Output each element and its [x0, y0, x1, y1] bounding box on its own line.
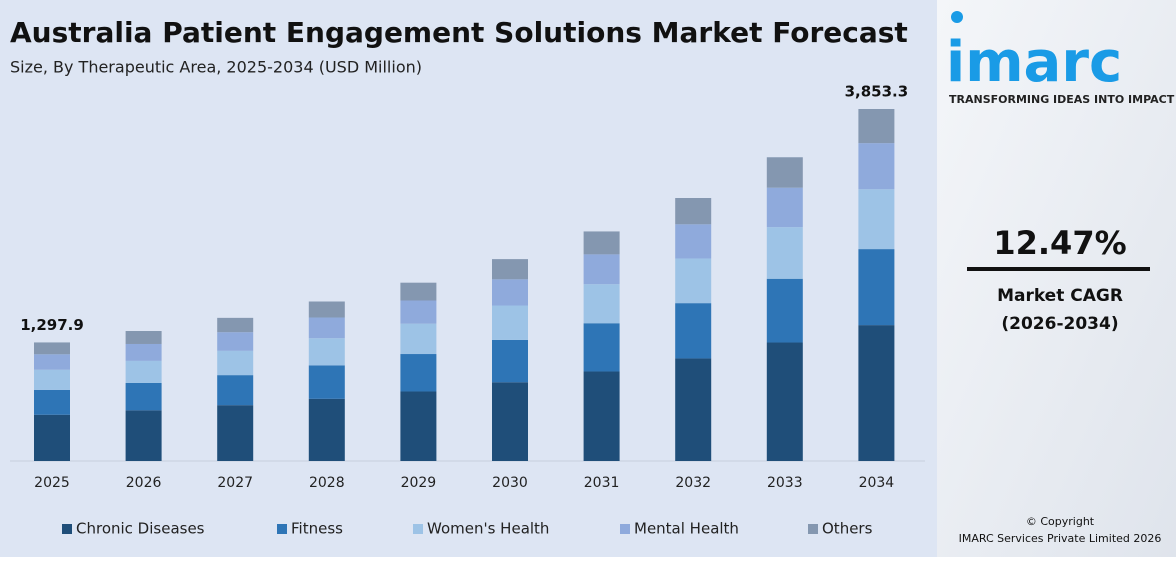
x-tick-label: 2028: [309, 475, 345, 491]
legend-label: Others: [822, 520, 873, 538]
bar-segment: [125, 382, 162, 411]
sidebar-background: [937, 0, 1176, 557]
bar-segment: [308, 301, 345, 318]
bar-segment: [858, 143, 895, 190]
legend-swatch: [277, 524, 287, 534]
bar-segment: [583, 231, 620, 255]
bar-segment: [858, 325, 895, 461]
legend-label: Fitness: [291, 520, 343, 538]
x-tick-label: 2025: [34, 475, 70, 491]
bar-segment: [583, 371, 620, 461]
total-label: 1,297.9: [20, 316, 84, 334]
bar-segment: [492, 305, 528, 340]
legend-label: Women's Health: [427, 520, 549, 538]
bar-segment: [400, 300, 437, 324]
logo-dot: [951, 11, 963, 23]
legend-swatch: [62, 524, 72, 534]
chart-subtitle: Size, By Therapeutic Area, 2025-2034 (US…: [10, 58, 422, 77]
legend-swatch: [413, 524, 423, 534]
x-tick-label: 2033: [767, 475, 803, 491]
company: IMARC Services Private Limited 2026: [959, 532, 1162, 545]
bar-segment: [675, 303, 712, 359]
cagr-label: Market CAGR: [997, 286, 1123, 306]
bar-segment: [492, 259, 528, 280]
bar-segment: [858, 189, 895, 250]
bar-segment: [675, 198, 712, 225]
bar-segment: [400, 323, 437, 355]
legend-swatch: [620, 524, 630, 534]
total-label: 3,853.3: [845, 83, 909, 101]
bar-segment: [34, 342, 70, 355]
bar-segment: [217, 317, 254, 333]
cagr-divider: [967, 267, 1150, 271]
bar-segment: [217, 350, 254, 376]
bar-segment: [492, 279, 528, 306]
chart-title: Australia Patient Engagement Solutions M…: [10, 16, 908, 49]
bar-segment: [125, 360, 162, 383]
bar-segment: [308, 338, 345, 366]
bar-segment: [583, 254, 620, 285]
bar-segment: [34, 369, 70, 390]
bar-segment: [766, 157, 803, 188]
x-tick-label: 2032: [675, 475, 711, 491]
bar-segment: [583, 284, 620, 324]
x-tick-label: 2031: [584, 475, 620, 491]
bar-segment: [766, 342, 803, 461]
bar-segment: [125, 343, 162, 361]
bar-segment: [400, 391, 437, 461]
cagr-period: (2026-2034): [1001, 314, 1118, 334]
bar-segment: [400, 354, 437, 392]
legend-label: Chronic Diseases: [76, 520, 205, 538]
bar-segment: [583, 323, 620, 372]
bar-segment: [675, 224, 712, 259]
bar-segment: [34, 414, 70, 461]
bar-segment: [858, 249, 895, 326]
bar-segment: [308, 398, 345, 461]
bar-segment: [125, 331, 162, 344]
bar-segment: [217, 405, 254, 461]
bar-segment: [766, 227, 803, 279]
bar-segment: [675, 358, 712, 461]
legend-label: Mental Health: [634, 520, 739, 538]
legend-swatch: [808, 524, 818, 534]
copyright: © Copyright: [1026, 515, 1095, 528]
x-tick-label: 2029: [401, 475, 437, 491]
x-tick-label: 2026: [126, 475, 162, 491]
cagr-value: 12.47%: [993, 224, 1126, 262]
x-tick-label: 2034: [859, 475, 895, 491]
x-tick-label: 2027: [217, 475, 253, 491]
bar-segment: [308, 365, 345, 399]
bar-segment: [492, 339, 528, 383]
bar-segment: [125, 410, 162, 461]
bar-segment: [308, 317, 345, 339]
tagline: TRANSFORMING IDEAS INTO IMPACT: [949, 93, 1175, 106]
bar-segment: [34, 354, 70, 370]
bar-segment: [217, 375, 254, 406]
logo: imarc: [946, 30, 1122, 95]
bar-segment: [766, 278, 803, 343]
bar-segment: [766, 187, 803, 228]
bar-segment: [492, 382, 528, 461]
bar-segment: [858, 109, 895, 144]
x-tick-label: 2030: [492, 475, 528, 491]
bar-segment: [217, 332, 254, 351]
bar-segment: [400, 282, 437, 301]
bar-segment: [675, 258, 712, 304]
bar-segment: [34, 389, 70, 415]
